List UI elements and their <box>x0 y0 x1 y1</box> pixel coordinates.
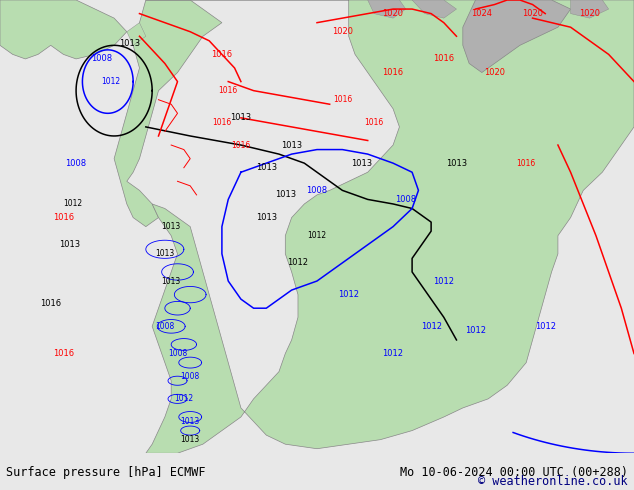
Text: 1024: 1024 <box>471 9 493 18</box>
Text: 1016: 1016 <box>219 86 238 95</box>
Text: 1013: 1013 <box>256 213 277 222</box>
Text: 1012: 1012 <box>174 394 193 403</box>
Text: 1008: 1008 <box>91 54 112 63</box>
Text: 1013: 1013 <box>181 417 200 426</box>
Text: 1012: 1012 <box>382 349 404 358</box>
Text: 1012: 1012 <box>287 258 309 268</box>
Text: Surface pressure [hPa] ECMWF: Surface pressure [hPa] ECMWF <box>6 466 206 479</box>
Text: 1016: 1016 <box>517 159 536 168</box>
Text: 1016: 1016 <box>433 54 455 63</box>
Text: 1012: 1012 <box>101 77 120 86</box>
Text: 1013: 1013 <box>230 113 252 122</box>
Text: 1008: 1008 <box>65 159 87 168</box>
Text: 1016: 1016 <box>231 141 250 149</box>
Text: 1013: 1013 <box>59 240 81 249</box>
Text: 1016: 1016 <box>212 118 231 127</box>
Text: 1020: 1020 <box>522 9 543 18</box>
Text: 1020: 1020 <box>382 9 404 18</box>
Text: 1016: 1016 <box>382 68 404 77</box>
Text: © weatheronline.co.uk: © weatheronline.co.uk <box>478 475 628 488</box>
Text: 1012: 1012 <box>420 322 442 331</box>
Text: 1016: 1016 <box>365 118 384 127</box>
Polygon shape <box>463 0 571 73</box>
Text: 1008: 1008 <box>395 195 417 204</box>
Polygon shape <box>368 0 406 18</box>
Text: 1016: 1016 <box>333 95 352 104</box>
Text: 1016: 1016 <box>53 349 74 358</box>
Text: 1013: 1013 <box>155 249 174 258</box>
Text: 1012: 1012 <box>465 326 486 335</box>
Text: 1016: 1016 <box>211 50 233 59</box>
Text: 1012: 1012 <box>433 276 455 286</box>
Polygon shape <box>114 0 222 226</box>
Text: 1020: 1020 <box>484 68 505 77</box>
Text: 1013: 1013 <box>162 276 181 286</box>
Text: 1012: 1012 <box>63 199 82 208</box>
Polygon shape <box>571 0 609 18</box>
Text: 1013: 1013 <box>119 39 141 48</box>
Polygon shape <box>127 23 146 46</box>
Text: 1013: 1013 <box>275 191 296 199</box>
Text: 1020: 1020 <box>332 27 353 36</box>
Text: 1013: 1013 <box>181 435 200 444</box>
Polygon shape <box>412 0 456 18</box>
Text: 1008: 1008 <box>168 349 187 358</box>
Text: 1008: 1008 <box>155 322 174 331</box>
Polygon shape <box>0 0 127 59</box>
Polygon shape <box>146 0 634 453</box>
Text: 1013: 1013 <box>162 222 181 231</box>
Text: 1013: 1013 <box>256 163 277 172</box>
Text: 1016: 1016 <box>40 299 61 308</box>
Text: 1012: 1012 <box>338 290 359 299</box>
Text: 1020: 1020 <box>579 9 600 18</box>
Text: 1012: 1012 <box>534 322 556 331</box>
Text: 1016: 1016 <box>53 213 74 222</box>
Text: Mo 10-06-2024 00:00 UTC (00+288): Mo 10-06-2024 00:00 UTC (00+288) <box>399 466 628 479</box>
Text: 1012: 1012 <box>307 231 327 240</box>
Text: 1013: 1013 <box>351 159 372 168</box>
Text: 1013: 1013 <box>446 159 467 168</box>
Text: 1013: 1013 <box>281 141 302 149</box>
Text: 1008: 1008 <box>306 186 328 195</box>
Text: 1008: 1008 <box>181 372 200 381</box>
